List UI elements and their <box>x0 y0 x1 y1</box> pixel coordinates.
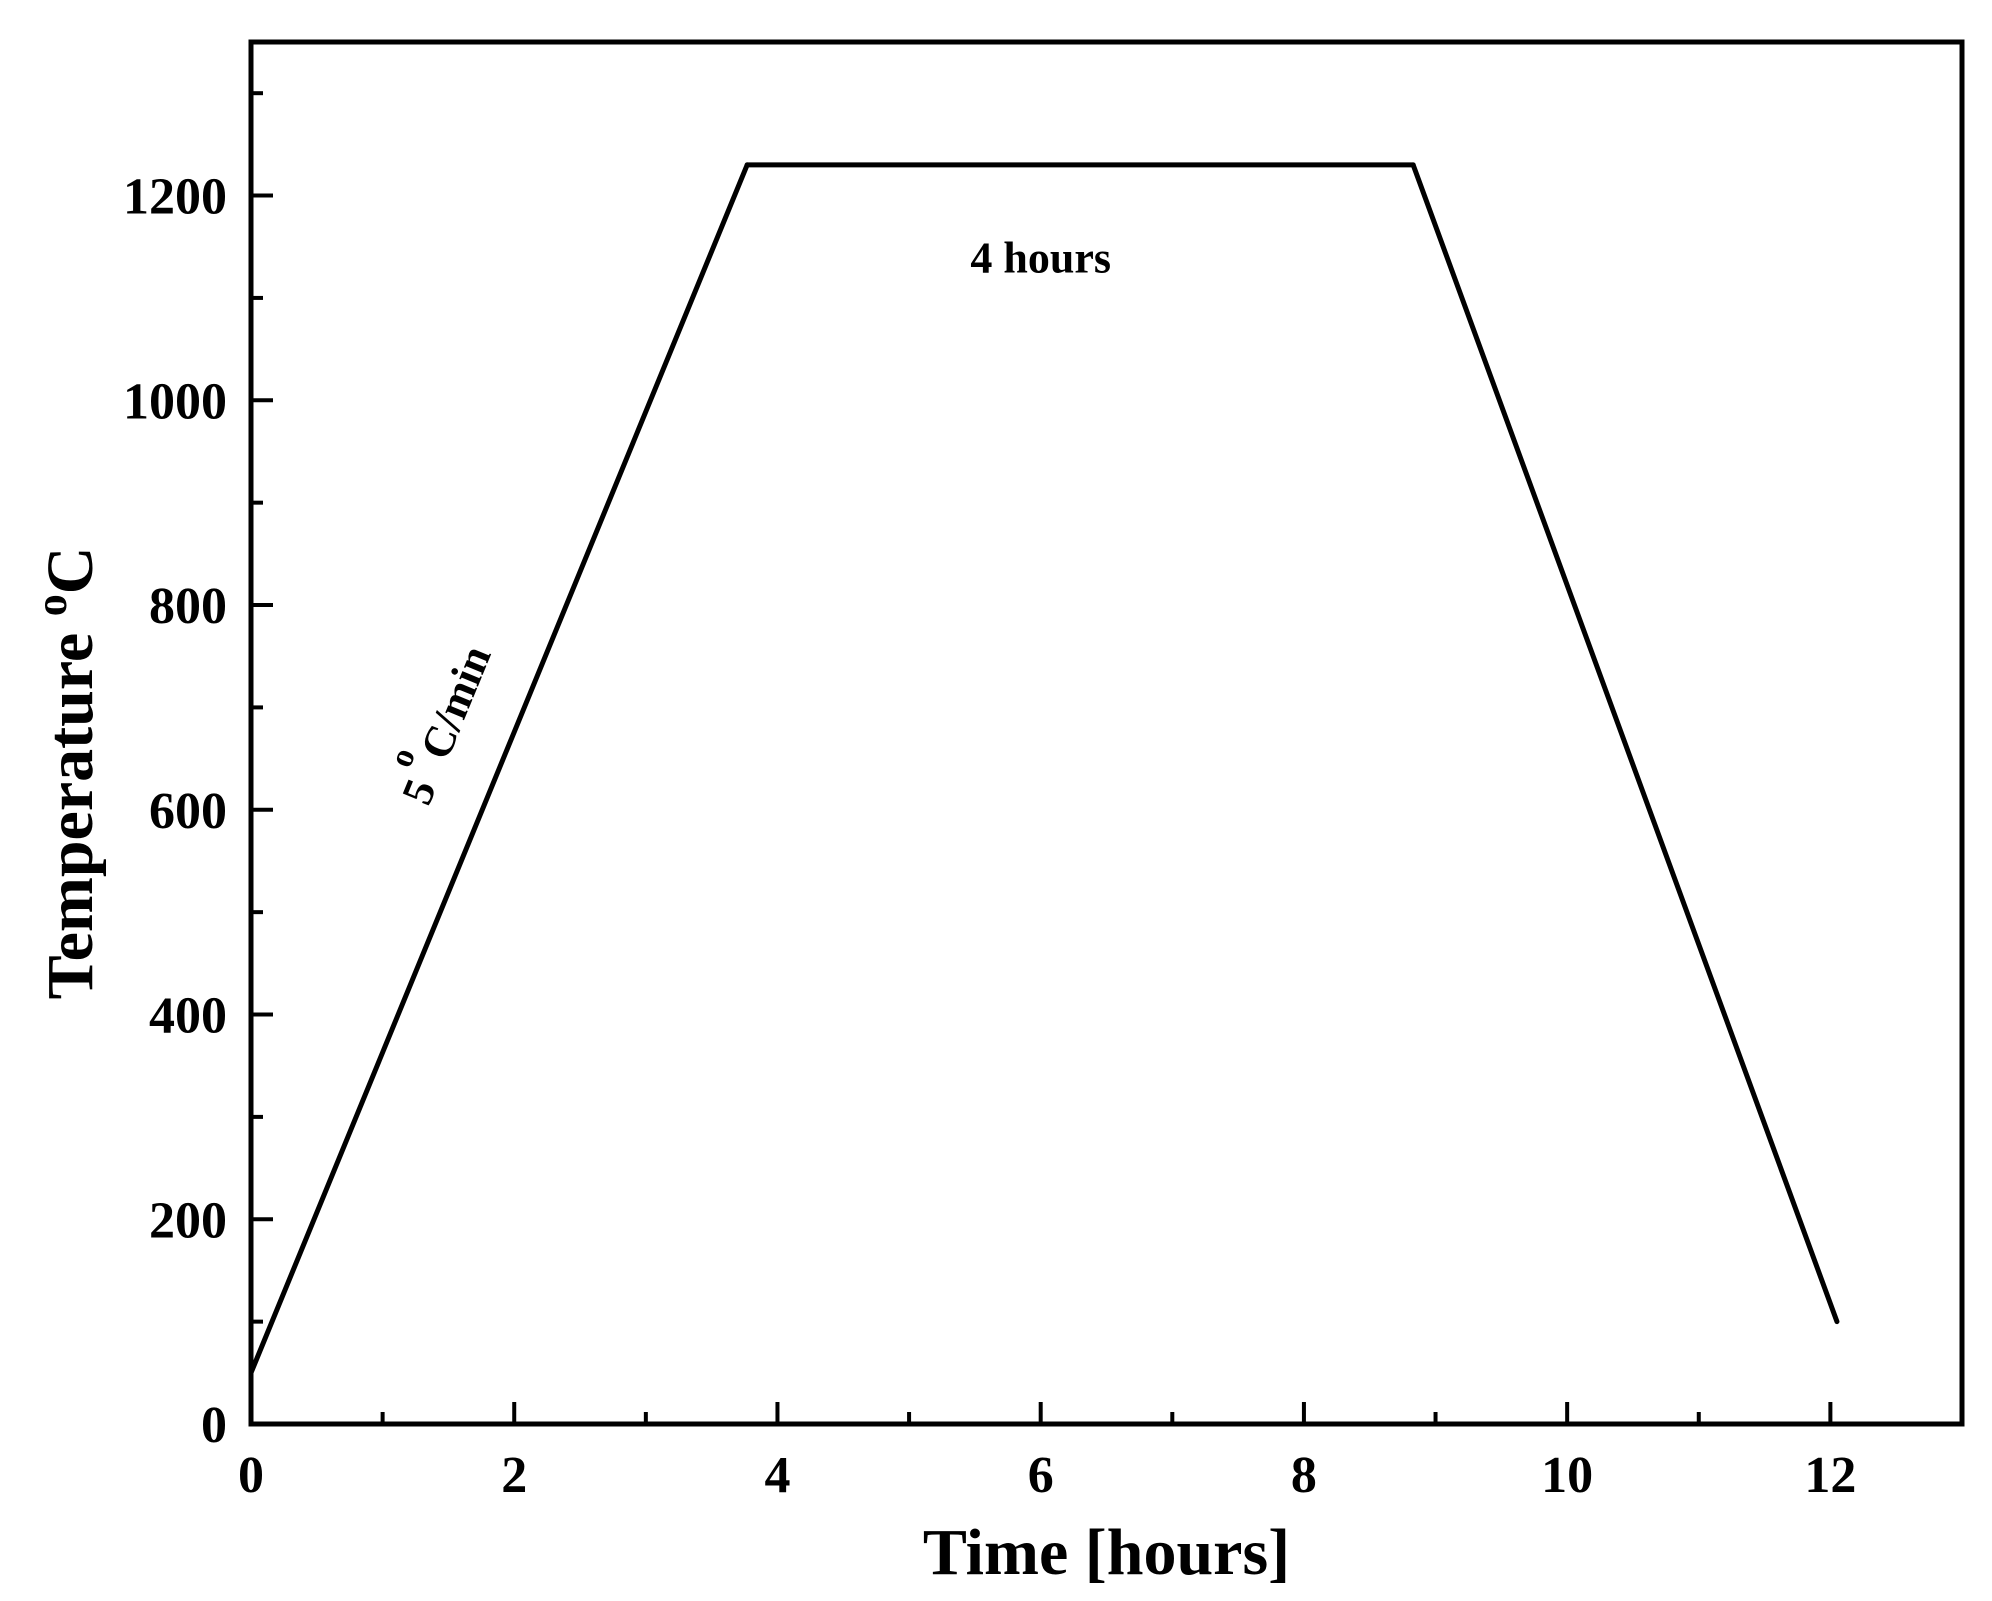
hold-annotation: 4 hours <box>970 233 1111 282</box>
x-tick-label: 6 <box>1028 1447 1054 1504</box>
rate-number: 5 <box>392 772 446 811</box>
x-tick-label: 2 <box>501 1447 527 1504</box>
x-tick-label: 8 <box>1291 1447 1317 1504</box>
x-axis-title: Time [hours] <box>923 1516 1290 1589</box>
series-segment <box>248 162 750 1376</box>
y-tick-label: 1000 <box>123 373 227 430</box>
x-tick-label: 10 <box>1541 1447 1593 1504</box>
y-tick-label: 400 <box>149 988 227 1045</box>
y-axis-title-sup: o <box>27 594 76 616</box>
y-tick-label: 1200 <box>123 169 227 226</box>
y-tick-labels: 0 200 400 600 800 1000 1200 <box>123 169 227 1454</box>
y-axis-title: Temperature oC <box>27 547 107 1000</box>
x-tick-label: 12 <box>1804 1447 1856 1504</box>
plot-frame <box>248 39 1965 1427</box>
x-tick-label: 0 <box>238 1447 264 1504</box>
y-axis-title-main: Temperature <box>34 616 107 999</box>
x-tick-labels: 0 2 4 6 8 10 12 <box>238 1447 1856 1504</box>
y-axis-title-unit: C <box>34 547 107 595</box>
rate-annotation-text: 5oC/min <box>372 630 501 811</box>
y-tick-label: 200 <box>149 1192 227 1249</box>
x-tick-label: 4 <box>764 1447 790 1504</box>
rate-unit: C/min <box>411 639 501 766</box>
y-tick-label: 0 <box>201 1397 227 1454</box>
axis-ticks <box>249 91 1833 1426</box>
y-tick-label: 600 <box>149 783 227 840</box>
y-tick-label: 800 <box>149 578 227 635</box>
series-lines <box>248 162 1840 1376</box>
rate-annotation: 5oC/min <box>372 630 501 812</box>
series-segment <box>1410 162 1840 1325</box>
